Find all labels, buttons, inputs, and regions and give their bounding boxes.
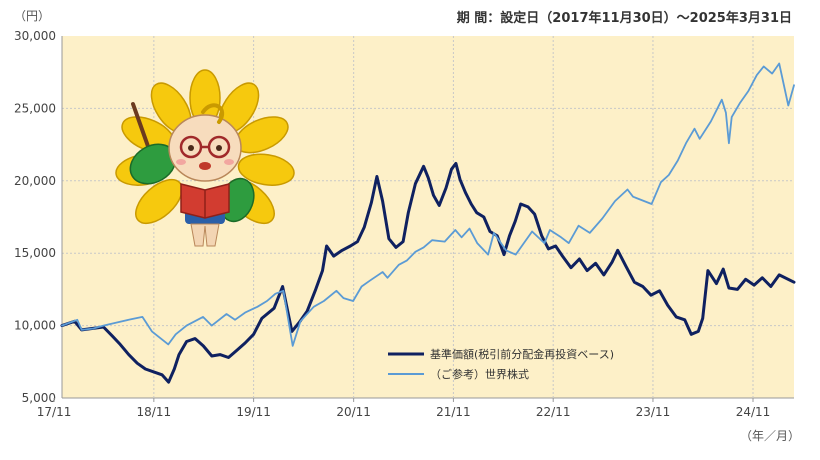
y-axis-ticks: 5,000 10,000 15,000 20,000 25,000 30,000 bbox=[14, 29, 56, 405]
y-tick-label: 10,000 bbox=[14, 319, 56, 333]
series-lines bbox=[60, 62, 796, 384]
x-tick-label: 21/11 bbox=[436, 405, 471, 419]
x-tick-label: 19/11 bbox=[236, 405, 271, 419]
x-tick-label: 20/11 bbox=[336, 405, 371, 419]
x-tick-label: 24/11 bbox=[736, 405, 771, 419]
y-axis-unit: （円） bbox=[14, 9, 50, 23]
x-axis-ticks: 17/11 18/11 19/11 20/11 21/11 22/11 23/11 24/11 bbox=[37, 398, 771, 419]
series-line-fund bbox=[60, 161, 796, 384]
period-label: 期 間：設定日（2017年11月30日）～2025年3月31日 bbox=[457, 10, 792, 26]
x-tick-label: 17/11 bbox=[37, 405, 72, 419]
x-tick-label: 22/11 bbox=[536, 405, 571, 419]
mascot-illustration bbox=[115, 69, 295, 247]
y-tick-label: 25,000 bbox=[14, 101, 56, 115]
series-line-world bbox=[61, 62, 795, 347]
x-tick-label: 23/11 bbox=[636, 405, 671, 419]
legend-label-world: （ご参考）世界株式 bbox=[430, 367, 529, 381]
y-tick-label: 30,000 bbox=[14, 29, 56, 43]
y-tick-label: 5,000 bbox=[22, 391, 56, 405]
y-tick-label: 20,000 bbox=[14, 174, 56, 188]
y-tick-label: 15,000 bbox=[14, 246, 56, 260]
x-axis-unit: （年／月） bbox=[740, 429, 800, 443]
x-tick-label: 18/11 bbox=[137, 405, 172, 419]
legend: 基準価額(税引前分配金再投資ベース) （ご参考）世界株式 bbox=[388, 347, 614, 381]
legend-label-fund: 基準価額(税引前分配金再投資ベース) bbox=[430, 347, 614, 361]
plot-background bbox=[62, 36, 794, 398]
